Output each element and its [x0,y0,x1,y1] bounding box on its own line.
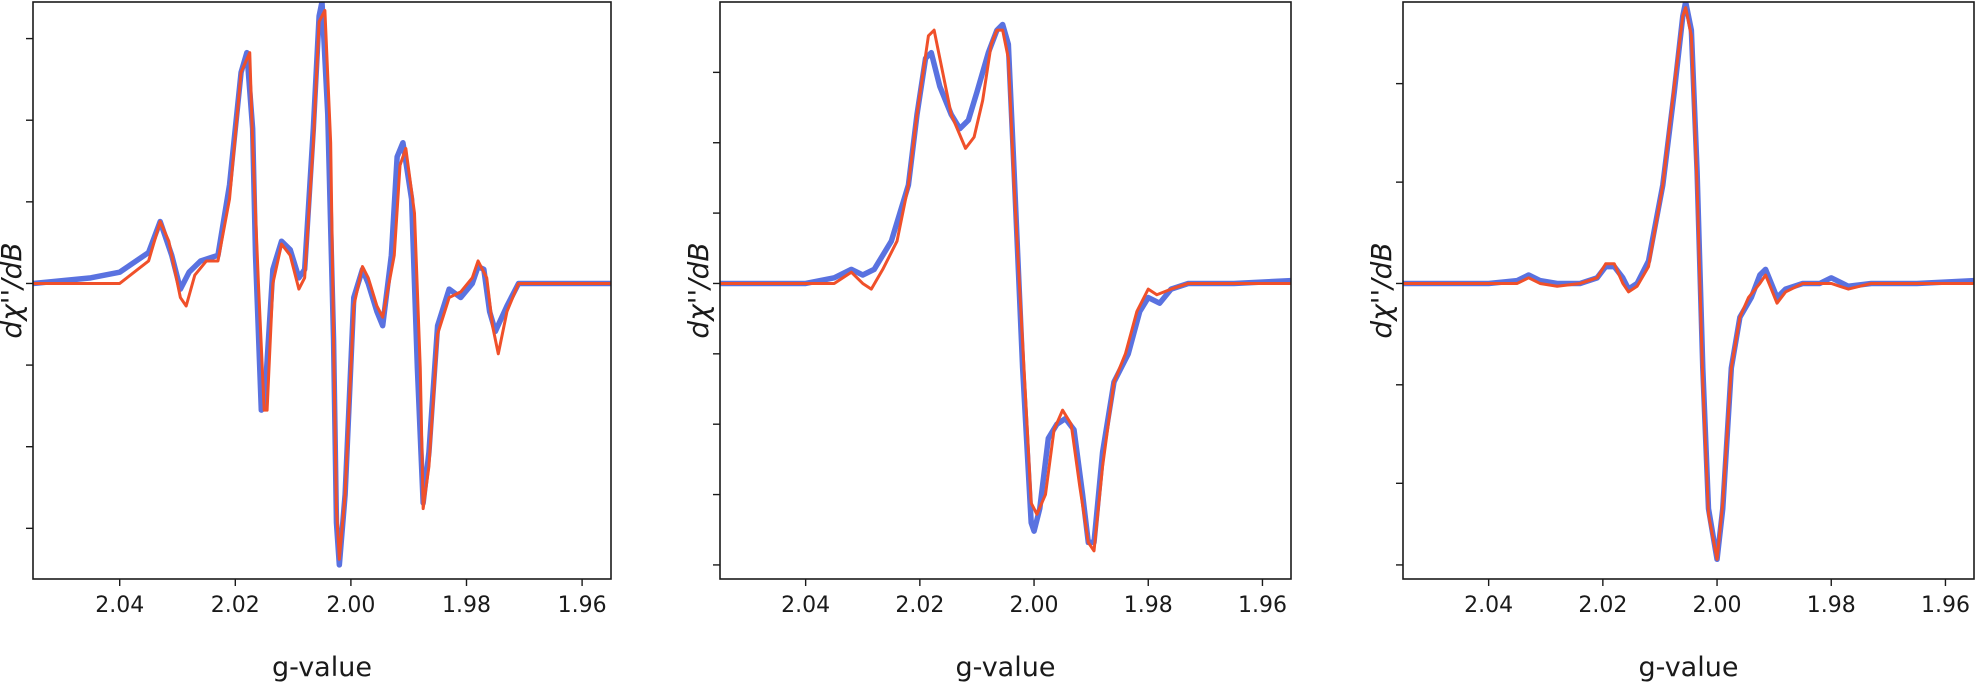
plot-frame [32,1,612,580]
plot-frame [1402,1,1975,580]
x-tick-label: 2.04 [95,593,144,618]
x-tick-label: 1.96 [1921,593,1970,618]
x-tick-label: 1.96 [1238,593,1287,618]
series-red-line [33,8,611,561]
x-tick-label: 1.96 [558,593,607,618]
x-tick-label: 1.98 [1124,593,1173,618]
y-axis-label: dχ''/dB [0,242,28,338]
x-tick-label: 2.00 [1010,593,1059,618]
x-tick-label: 2.02 [211,593,260,618]
x-axis-label: g-value [272,652,372,683]
x-tick-label: 2.02 [895,593,944,618]
chart-panel-3: 2.04 2.02 2.00 1.98 1.96 dχ''/dB g-value [1365,1,1975,683]
x-tick-label: 2.02 [1578,593,1627,618]
series-red-line [720,28,1291,553]
x-axis-label: g-value [956,652,1056,683]
x-tick-label: 2.04 [781,593,830,618]
y-axis-label: dχ''/dB [1365,242,1398,338]
x-tick-label: 2.00 [1693,593,1742,618]
x-tick-label: 2.04 [1464,593,1513,618]
chart-panel-1: 2.04 2.02 2.00 1.98 1.96 dχ''/dB g-value [0,1,612,683]
x-axis-label: g-value [1639,652,1739,683]
x-tick-label: 1.98 [442,593,491,618]
series-red-line [1403,6,1974,561]
y-axis-label: dχ''/dB [682,242,715,338]
x-tick-label: 2.00 [326,593,375,618]
plot-frame [719,1,1292,580]
chart-panel-2: 2.04 2.02 2.00 1.98 1.96 dχ''/dB g-value [682,1,1292,683]
x-tick-label: 1.98 [1807,593,1856,618]
series-blue-line [1403,2,1974,563]
